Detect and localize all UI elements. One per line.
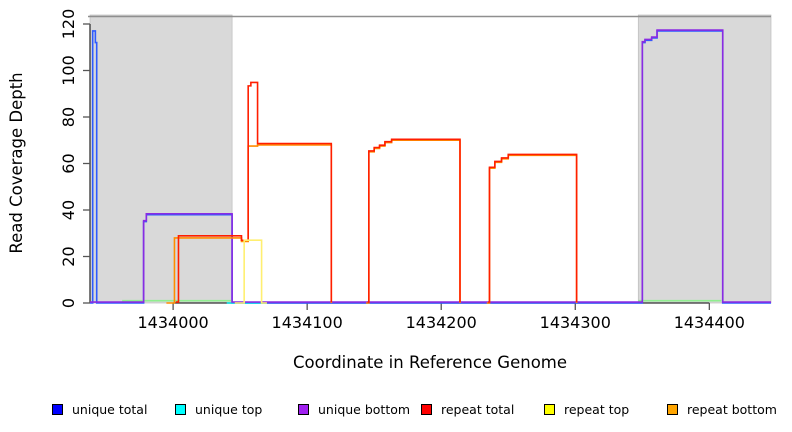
legend: unique total unique top unique bottom re…	[0, 396, 792, 422]
series-repeat-bottom-block2	[366, 139, 461, 304]
legend-item-unique-total: unique total	[52, 402, 175, 417]
series-repeat-total-block1	[175, 81, 333, 303]
legend-item-repeat-total: repeat total	[421, 402, 544, 417]
series-unique-bottom	[90, 29, 771, 303]
series-repeat-total-block3	[488, 153, 578, 303]
series-repeat-total-block2	[367, 138, 461, 303]
repeat-total-swatch-icon	[421, 403, 432, 415]
legend-label: repeat top	[564, 401, 630, 417]
legend-item-unique-bottom: unique bottom	[298, 402, 421, 417]
unique-top-swatch-icon	[175, 403, 186, 415]
y-tick-label: 40	[59, 200, 78, 220]
legend-item-repeat-bottom: repeat bottom	[667, 402, 790, 417]
y-tick-label: 100	[59, 55, 78, 86]
legend-item-unique-top: unique top	[175, 402, 298, 417]
y-axis-title: Read Coverage Depth	[7, 72, 26, 253]
x-axis-title: Coordinate in Reference Genome	[293, 353, 567, 372]
series-repeat-bottom-block1	[166, 144, 333, 304]
y-tick-label: 120	[59, 9, 78, 40]
x-tick-label: 1434100	[272, 313, 343, 332]
x-tick-label: 1434400	[674, 313, 745, 332]
series-repeat-bottom-block3	[486, 154, 578, 304]
repeat-top-swatch-icon	[544, 403, 555, 415]
legend-label: unique bottom	[318, 401, 411, 417]
y-tick-label: 80	[59, 107, 78, 127]
x-tick-label: 1434000	[137, 313, 208, 332]
legend-item-repeat-top: repeat top	[544, 402, 667, 417]
y-tick-label: 60	[59, 153, 78, 173]
plot-area: 0 20 40 60 80 100 120 1434000 1434100 1434200 1434…	[7, 9, 772, 372]
legend-label: unique top	[195, 401, 263, 417]
x-tick-label: 1434300	[540, 313, 611, 332]
legend-label: unique total	[72, 401, 148, 417]
gray-repeat-region-right	[637, 14, 772, 304]
y-tick-label: 0	[59, 298, 78, 308]
unique-bottom-swatch-icon	[298, 403, 309, 415]
gray-repeat-region-left	[89, 14, 233, 304]
y-tick-label: 20	[59, 246, 78, 266]
legend-label: repeat total	[441, 401, 515, 417]
series-repeat-top	[234, 239, 267, 304]
repeat-bottom-swatch-icon	[667, 403, 678, 415]
x-tick-label: 1434200	[406, 313, 477, 332]
legend-label: repeat bottom	[687, 401, 777, 417]
unique-total-swatch-icon	[52, 403, 63, 415]
